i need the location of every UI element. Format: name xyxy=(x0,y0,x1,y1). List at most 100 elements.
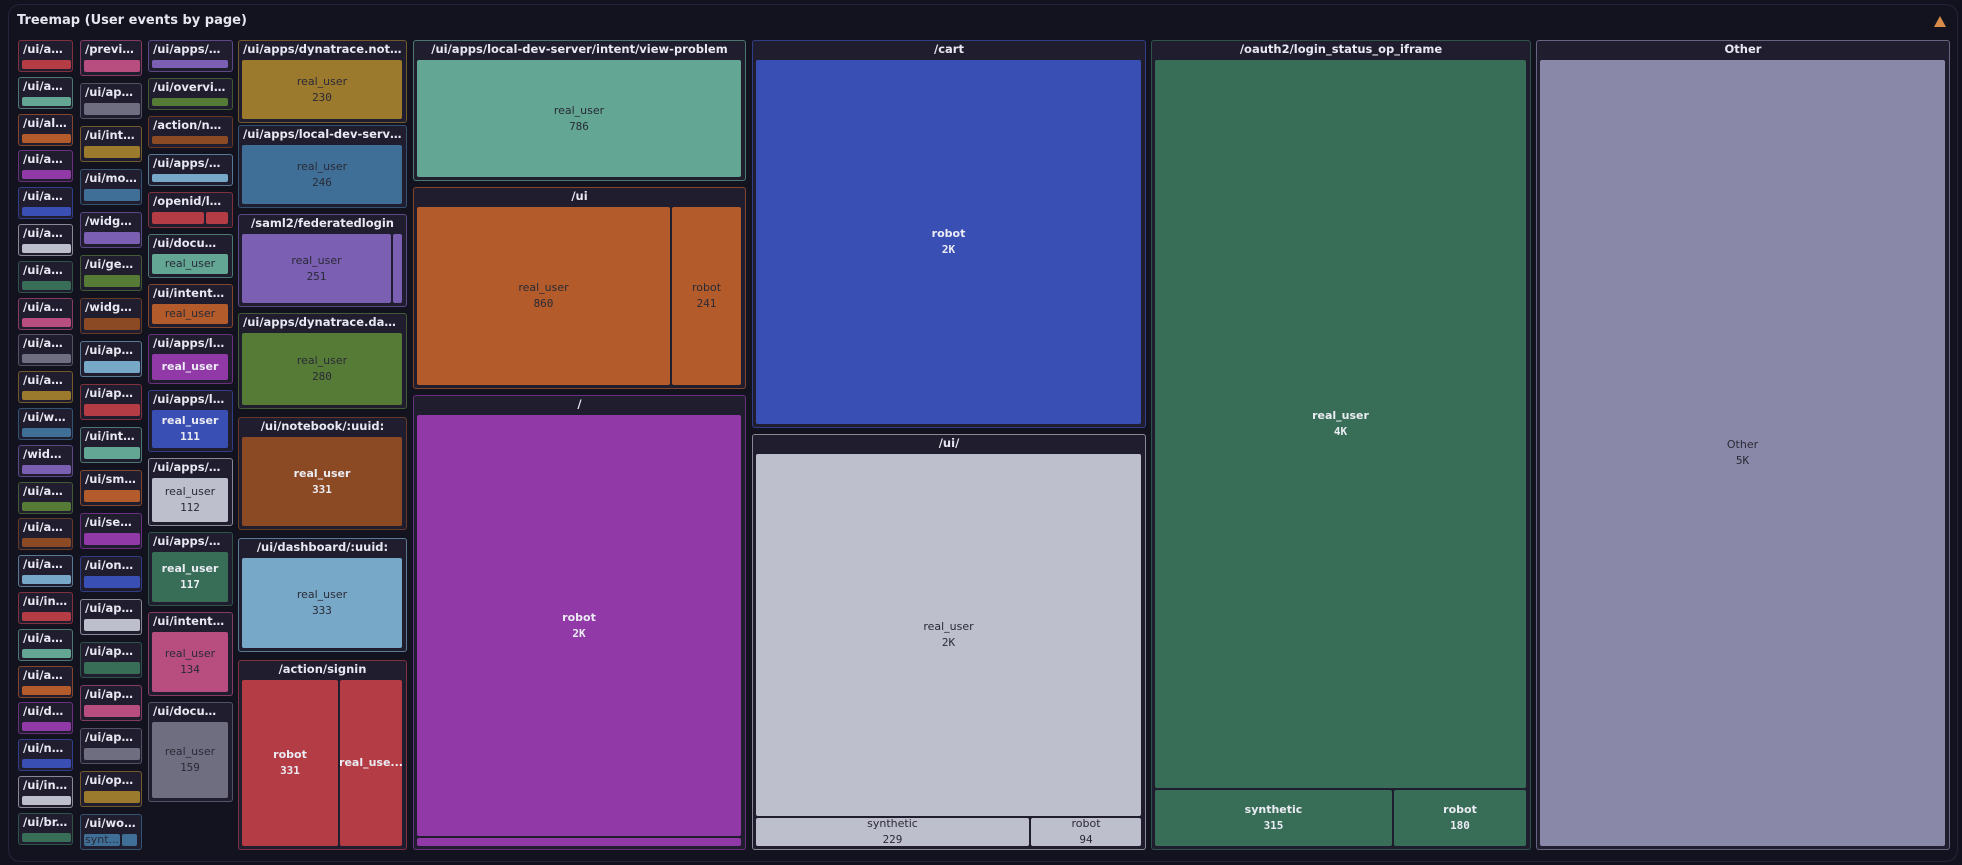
treemap-group[interactable]: Other Other 5K xyxy=(1536,40,1950,850)
treemap-leaf[interactable] xyxy=(84,404,140,416)
treemap-group[interactable]: /ui/inte... xyxy=(80,427,142,463)
treemap-group[interactable]: /saml2/federatedlogin real_user 251 xyxy=(238,214,407,307)
treemap-group[interactable]: /ui/ope... xyxy=(80,771,142,807)
treemap-group[interactable]: /ui/ap... xyxy=(18,481,73,514)
treemap-group[interactable]: /ui/ap... xyxy=(18,150,73,183)
treemap-leaf[interactable]: synt... xyxy=(84,834,120,846)
treemap-group[interactable]: /ui/docume... real_user xyxy=(148,234,233,278)
treemap-group[interactable]: /ui/app... xyxy=(80,685,142,721)
treemap-leaf[interactable] xyxy=(22,796,71,805)
treemap-leaf[interactable] xyxy=(22,317,71,327)
treemap-leaf[interactable]: real_user 251 xyxy=(242,234,391,303)
treemap-leaf[interactable]: real_use... xyxy=(340,680,402,846)
treemap-group[interactable]: /ui/de... xyxy=(18,702,73,735)
treemap-group[interactable]: /ui/intent/o... real_user xyxy=(148,284,233,328)
treemap-leaf[interactable] xyxy=(22,648,71,658)
treemap-leaf[interactable] xyxy=(393,234,402,303)
treemap-group[interactable]: /ui/apps/local-dev-server/real_user 246 xyxy=(238,125,407,208)
treemap-leaf[interactable] xyxy=(84,60,140,72)
treemap-leaf[interactable]: real_user 134 xyxy=(152,632,228,692)
treemap-leaf[interactable] xyxy=(152,136,228,144)
treemap-group[interactable]: /ui/apps/loc... real_user xyxy=(148,334,233,384)
treemap-leaf[interactable]: real_user xyxy=(152,304,228,324)
treemap-leaf[interactable] xyxy=(84,103,140,115)
treemap-group[interactable]: /ui/intent/d... real_user 134 xyxy=(148,612,233,696)
treemap-group[interactable]: /ui/app... xyxy=(80,599,142,635)
treemap-group[interactable]: /previe... xyxy=(80,40,142,76)
treemap-leaf[interactable] xyxy=(84,705,140,717)
treemap-leaf[interactable] xyxy=(84,533,140,545)
treemap-group[interactable]: /openid/login xyxy=(148,192,233,228)
treemap-group[interactable]: /ui real_user 860 robot 241 xyxy=(413,187,746,389)
treemap-group[interactable]: /ui/overview xyxy=(148,78,233,110)
treemap-leaf[interactable] xyxy=(22,538,71,548)
treemap-group[interactable]: /ui/notebook/:uuid: real_user 331 xyxy=(238,417,407,530)
treemap-leaf[interactable]: real_user 786 xyxy=(417,60,741,177)
treemap-leaf[interactable]: real_user 2K xyxy=(756,454,1141,816)
treemap-leaf[interactable]: real_user xyxy=(152,354,228,380)
treemap-leaf[interactable] xyxy=(84,447,140,459)
treemap-leaf[interactable] xyxy=(22,612,71,621)
treemap-leaf[interactable]: robot 2K xyxy=(417,415,741,836)
treemap-group[interactable]: /ui/getti... xyxy=(80,255,142,291)
treemap-leaf[interactable] xyxy=(84,791,140,803)
treemap-leaf[interactable] xyxy=(22,685,71,695)
treemap-leaf[interactable]: real_user 230 xyxy=(242,60,402,119)
treemap-leaf[interactable] xyxy=(84,576,140,588)
treemap-group[interactable]: /ui/app... xyxy=(80,83,142,119)
treemap-leaf[interactable] xyxy=(22,133,71,143)
treemap-group[interactable]: /ui/sma... xyxy=(80,470,142,506)
treemap-leaf[interactable] xyxy=(84,275,140,287)
treemap-leaf[interactable] xyxy=(84,619,140,631)
treemap-leaf[interactable] xyxy=(22,96,71,106)
treemap-group[interactable]: /ui/apps/m... xyxy=(148,154,233,186)
treemap-group[interactable]: /ui/int... xyxy=(18,776,73,808)
treemap-leaf[interactable] xyxy=(22,428,71,437)
treemap-leaf[interactable] xyxy=(206,212,228,224)
treemap-group[interactable]: /ui/ap... xyxy=(18,224,73,256)
treemap-leaf[interactable] xyxy=(122,834,137,846)
treemap-leaf[interactable] xyxy=(22,759,71,769)
treemap-group[interactable]: /ui/onb... xyxy=(80,556,142,592)
treemap-leaf[interactable] xyxy=(84,662,140,674)
treemap-leaf[interactable]: Other 5K xyxy=(1540,60,1945,846)
treemap-group[interactable]: /ui/app... xyxy=(80,642,142,678)
treemap-leaf[interactable]: synthetic 315 xyxy=(1155,790,1392,846)
treemap-group[interactable]: /ui/ap... xyxy=(18,371,73,404)
treemap-group[interactable]: /oauth2/login_status_op_iframe real_user 4… xyxy=(1151,40,1531,850)
treemap-leaf[interactable]: robot 331 xyxy=(242,680,338,846)
treemap-leaf[interactable] xyxy=(22,207,71,217)
treemap-group[interactable]: / robot 2K xyxy=(413,395,746,850)
treemap-leaf[interactable] xyxy=(22,60,71,69)
treemap-leaf[interactable] xyxy=(84,490,140,502)
treemap-leaf[interactable] xyxy=(84,361,140,373)
treemap-group[interactable]: /ui/ap... xyxy=(18,628,73,661)
treemap-leaf[interactable]: synthetic 229 xyxy=(756,818,1029,846)
treemap-leaf[interactable]: real_user 112 xyxy=(152,478,228,522)
treemap-group[interactable]: /action/signin robot 331 real_use... xyxy=(238,660,407,850)
treemap-group[interactable]: /ui/al... xyxy=(18,113,73,146)
treemap-leaf[interactable]: real_user 246 xyxy=(242,145,402,204)
treemap-group[interactable]: /ui/ap... xyxy=(18,518,73,551)
treemap-leaf[interactable]: real_user 159 xyxy=(152,722,228,798)
treemap-group[interactable]: /ui/ap... xyxy=(18,555,73,588)
warning-triangle-icon[interactable] xyxy=(1934,16,1946,27)
treemap-leaf[interactable] xyxy=(152,60,228,68)
treemap-group[interactable]: /ui/ap... xyxy=(18,260,73,293)
treemap-leaf[interactable]: real_user xyxy=(152,254,228,274)
treemap-leaf[interactable]: real_user 860 xyxy=(417,207,670,385)
treemap-leaf[interactable] xyxy=(22,280,71,290)
treemap-leaf[interactable] xyxy=(84,748,140,760)
treemap-group[interactable]: /action/noti... xyxy=(148,116,233,148)
treemap-leaf[interactable] xyxy=(22,244,71,253)
treemap-group[interactable]: /ui/apps/dynatrace.dashbo... real_user 280 xyxy=(238,313,407,409)
treemap-group[interactable]: /ui/dashboard/:uuid: real_user 333 xyxy=(238,538,407,652)
treemap-leaf[interactable] xyxy=(152,174,228,182)
treemap-group[interactable]: /ui/ap... xyxy=(18,297,73,330)
treemap-group[interactable]: /ui/apps/dynatrace.noteboo... real_user 23… xyxy=(238,40,407,123)
treemap-leaf[interactable] xyxy=(22,354,71,364)
treemap-leaf[interactable]: real_user 331 xyxy=(242,437,402,526)
treemap-group[interactable]: /ui/apps/dy... real_user 112 xyxy=(148,458,233,526)
treemap-group[interactable]: /ui/docume... real_user 159 xyxy=(148,702,233,802)
treemap-group[interactable]: /cart robot 2K xyxy=(752,40,1146,428)
